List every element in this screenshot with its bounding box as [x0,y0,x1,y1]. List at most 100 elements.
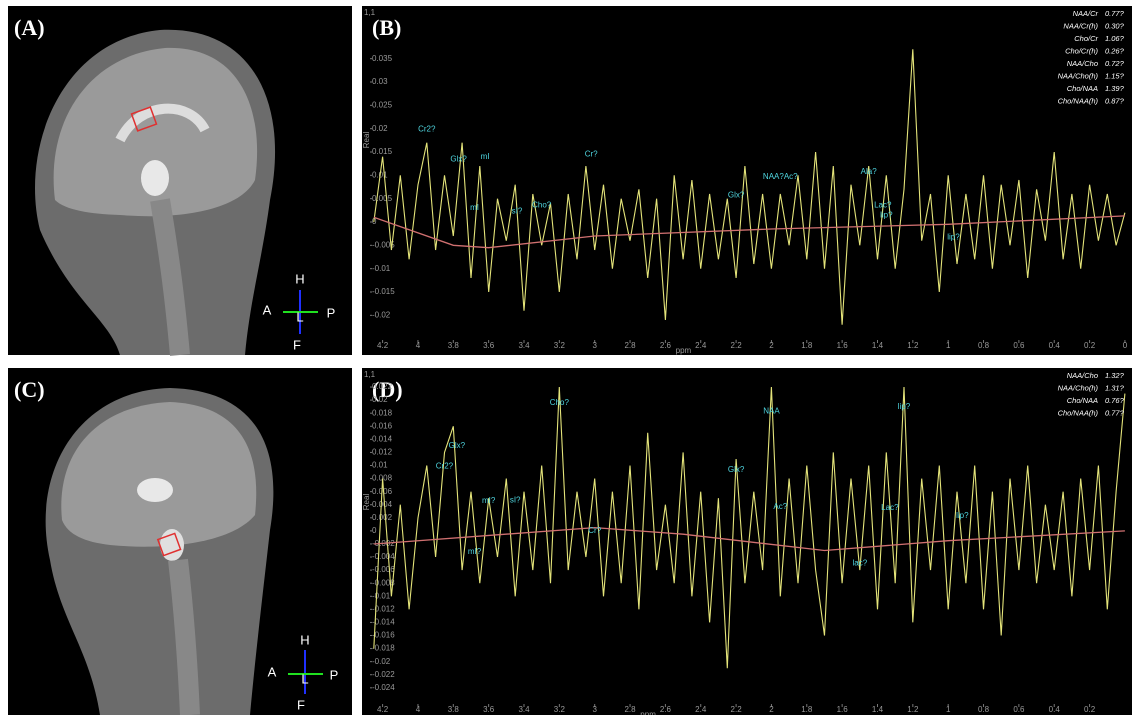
x-tick-label: 0.4 [1049,341,1061,350]
y-tick-label: 0.014 [372,434,393,443]
orientation-label: L [296,309,303,324]
y-tick-label: 0 [372,526,377,535]
y-tick-label: -0.02 [372,657,391,666]
x-tick-label: 3.8 [448,341,460,350]
peak-label: lip? [898,402,911,411]
x-tick-label: 1.6 [837,341,849,350]
x-tick-label: 2.2 [731,341,743,350]
peak-label: NAA?Ac? [763,172,798,181]
ratio-value: 0.77? [1105,9,1125,18]
cord [178,560,190,715]
y-tick-label: -0.015 [372,287,395,296]
x-tick-label: 2.6 [660,341,672,350]
peak-label: lac? [852,559,867,568]
ratio-name: NAA/Cho [1067,371,1098,380]
ratio-name: NAA/Cho [1067,59,1098,68]
y-tick-label: 0.02 [372,124,388,133]
y-tick-label: -0.024 [372,683,395,692]
orientation-label: A [263,302,272,317]
ratio-name: NAA/Cho(h) [1058,71,1099,80]
ratio-value: 0.30? [1105,21,1125,30]
ratio-name: Cho/Cr(h) [1065,46,1098,55]
x-tick-label: 2.6 [660,705,672,714]
ratio-name: NAA/Cr [1073,9,1099,18]
y-tick-label: 0.03 [372,77,388,86]
ratio-name: Cho/NAA [1067,84,1098,93]
x-tick-label: 3.2 [554,705,566,714]
x-tick-label: 2.4 [695,705,707,714]
peak-label: Cr2? [436,461,454,470]
x-tick-label: 4.2 [377,341,389,350]
peak-label: Glx? [449,441,466,450]
x-tick-label: 2.4 [695,341,707,350]
ratio-value: 1.39? [1105,84,1125,93]
peak-label: mI [481,152,490,161]
x-tick-label: 3.8 [448,705,460,714]
corner-label: 1,1 [364,370,376,379]
orientation-label: A [268,664,277,679]
peak-label: Ala? [861,167,878,176]
x-tick-label: 3.4 [518,705,530,714]
ratio-name: Cho/NAA(h) [1058,96,1099,105]
x-tick-label: 4 [416,341,421,350]
peak-label: Cho? [532,200,552,209]
y-tick-label: 0.018 [372,408,393,417]
y-tick-label: 0.022 [372,382,393,391]
orientation-label: L [301,671,308,686]
y-tick-label: -0.022 [372,670,395,679]
x-tick-label: 3 [592,341,597,350]
y-tick-label: 0.002 [372,513,393,522]
x-tick-label: 1.4 [872,341,884,350]
x-tick-label: 1.8 [801,705,813,714]
ratio-value: 0.72? [1105,59,1125,68]
ratio-name: NAA/Cr(h) [1063,21,1098,30]
y-tick-label: 0.004 [372,500,393,509]
peak-label: Glx? [450,155,467,164]
peak-label: NAA [763,406,780,415]
y-tick-label: 0.012 [372,448,393,457]
peak-label: Cr? [588,526,601,535]
peak-label: mI? [482,496,496,505]
y-tick-label: -0.018 [372,644,395,653]
panel-label: (B) [372,15,401,40]
orientation-label: F [293,337,301,352]
x-axis-label: ppm [676,346,692,355]
ratio-value: 0.26? [1105,46,1125,55]
x-tick-label: 0.4 [1049,705,1061,714]
ratio-value: 0.87? [1105,96,1125,105]
x-axis-label: ppm [640,710,656,715]
y-tick-label: 0.01 [372,461,388,470]
peak-label: Cho? [550,398,570,407]
orientation-label: P [327,305,336,320]
y-tick-label: 0.015 [372,147,393,156]
y-tick-label: -0.006 [372,565,395,574]
panel-label: (C) [14,377,45,402]
x-tick-label: 3.6 [483,341,495,350]
x-tick-label: 1.8 [801,341,813,350]
orientation-label: H [300,632,309,647]
x-tick-label: 0.6 [1013,341,1025,350]
x-tick-label: 2 [769,705,774,714]
ratio-value: 1.32? [1105,371,1125,380]
ratio-value: 0.77? [1105,408,1125,417]
peak-label: Ac? [773,502,787,511]
peak-label: lip? [880,211,893,220]
x-tick-label: 0 [1123,341,1128,350]
figure: (A) (B) (C) (D) H A L P F H A L P F 1,1R… [0,0,1132,715]
x-tick-label: 3.6 [483,705,495,714]
corner-label: 1,1 [364,8,376,17]
peak-label: lip? [947,233,960,242]
y-tick-label: -0.02 [372,310,391,319]
y-tick-label: 0.016 [372,421,393,430]
peak-label: lip? [956,511,969,520]
x-tick-label: 1.2 [907,705,919,714]
peak-label: Glx? [728,465,745,474]
ratio-name: NAA/Cho(h) [1058,383,1099,392]
x-tick-label: 2.8 [624,341,636,350]
ratio-name: Cho/NAA(h) [1058,408,1099,417]
x-tick-label: 3.4 [518,341,530,350]
x-tick-label: 1.2 [907,341,919,350]
orientation-label: F [297,697,305,712]
x-tick-label: 1 [946,341,951,350]
x-tick-label: 0.8 [978,705,990,714]
